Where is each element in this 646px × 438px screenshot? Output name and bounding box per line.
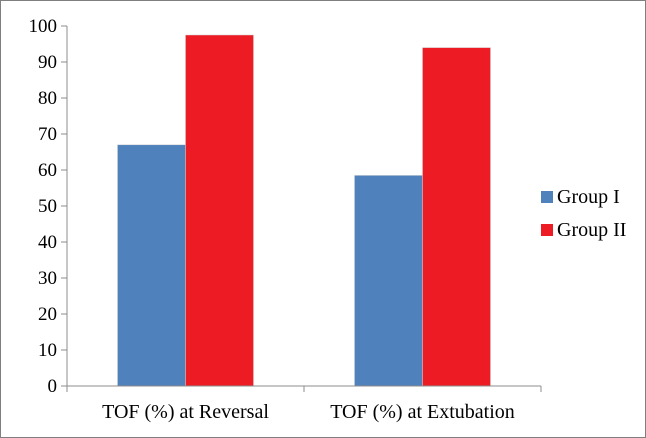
x-category-label: TOF (%) at Extubation [330,401,515,423]
bar [422,47,491,387]
y-tick-label: 10 [38,340,57,361]
x-category-label: TOF (%) at Reversal [102,401,269,423]
y-tick-label: 0 [48,376,58,397]
y-tick-label: 20 [38,304,57,325]
y-tick-label: 40 [38,232,57,253]
bar [185,34,254,387]
legend: Group I Group II [541,186,626,241]
bar [354,175,423,387]
bar [117,144,186,387]
y-tick-label: 80 [38,88,57,109]
y-axis: 0 10 20 30 40 50 60 70 80 90 100 [29,16,68,397]
legend-swatch [541,191,553,203]
legend-label: Group II [557,219,626,241]
legend-label: Group I [557,186,620,208]
bars [117,34,491,387]
y-tick-label: 60 [38,160,57,181]
y-tick-label: 90 [38,52,57,73]
y-tick-label: 70 [38,124,57,145]
y-tick-label: 30 [38,268,57,289]
y-tick-label: 50 [38,196,57,217]
legend-swatch [541,224,553,236]
x-axis: TOF (%) at Reversal TOF (%) at Extubation [66,385,542,423]
y-tick-label: 100 [29,16,58,37]
